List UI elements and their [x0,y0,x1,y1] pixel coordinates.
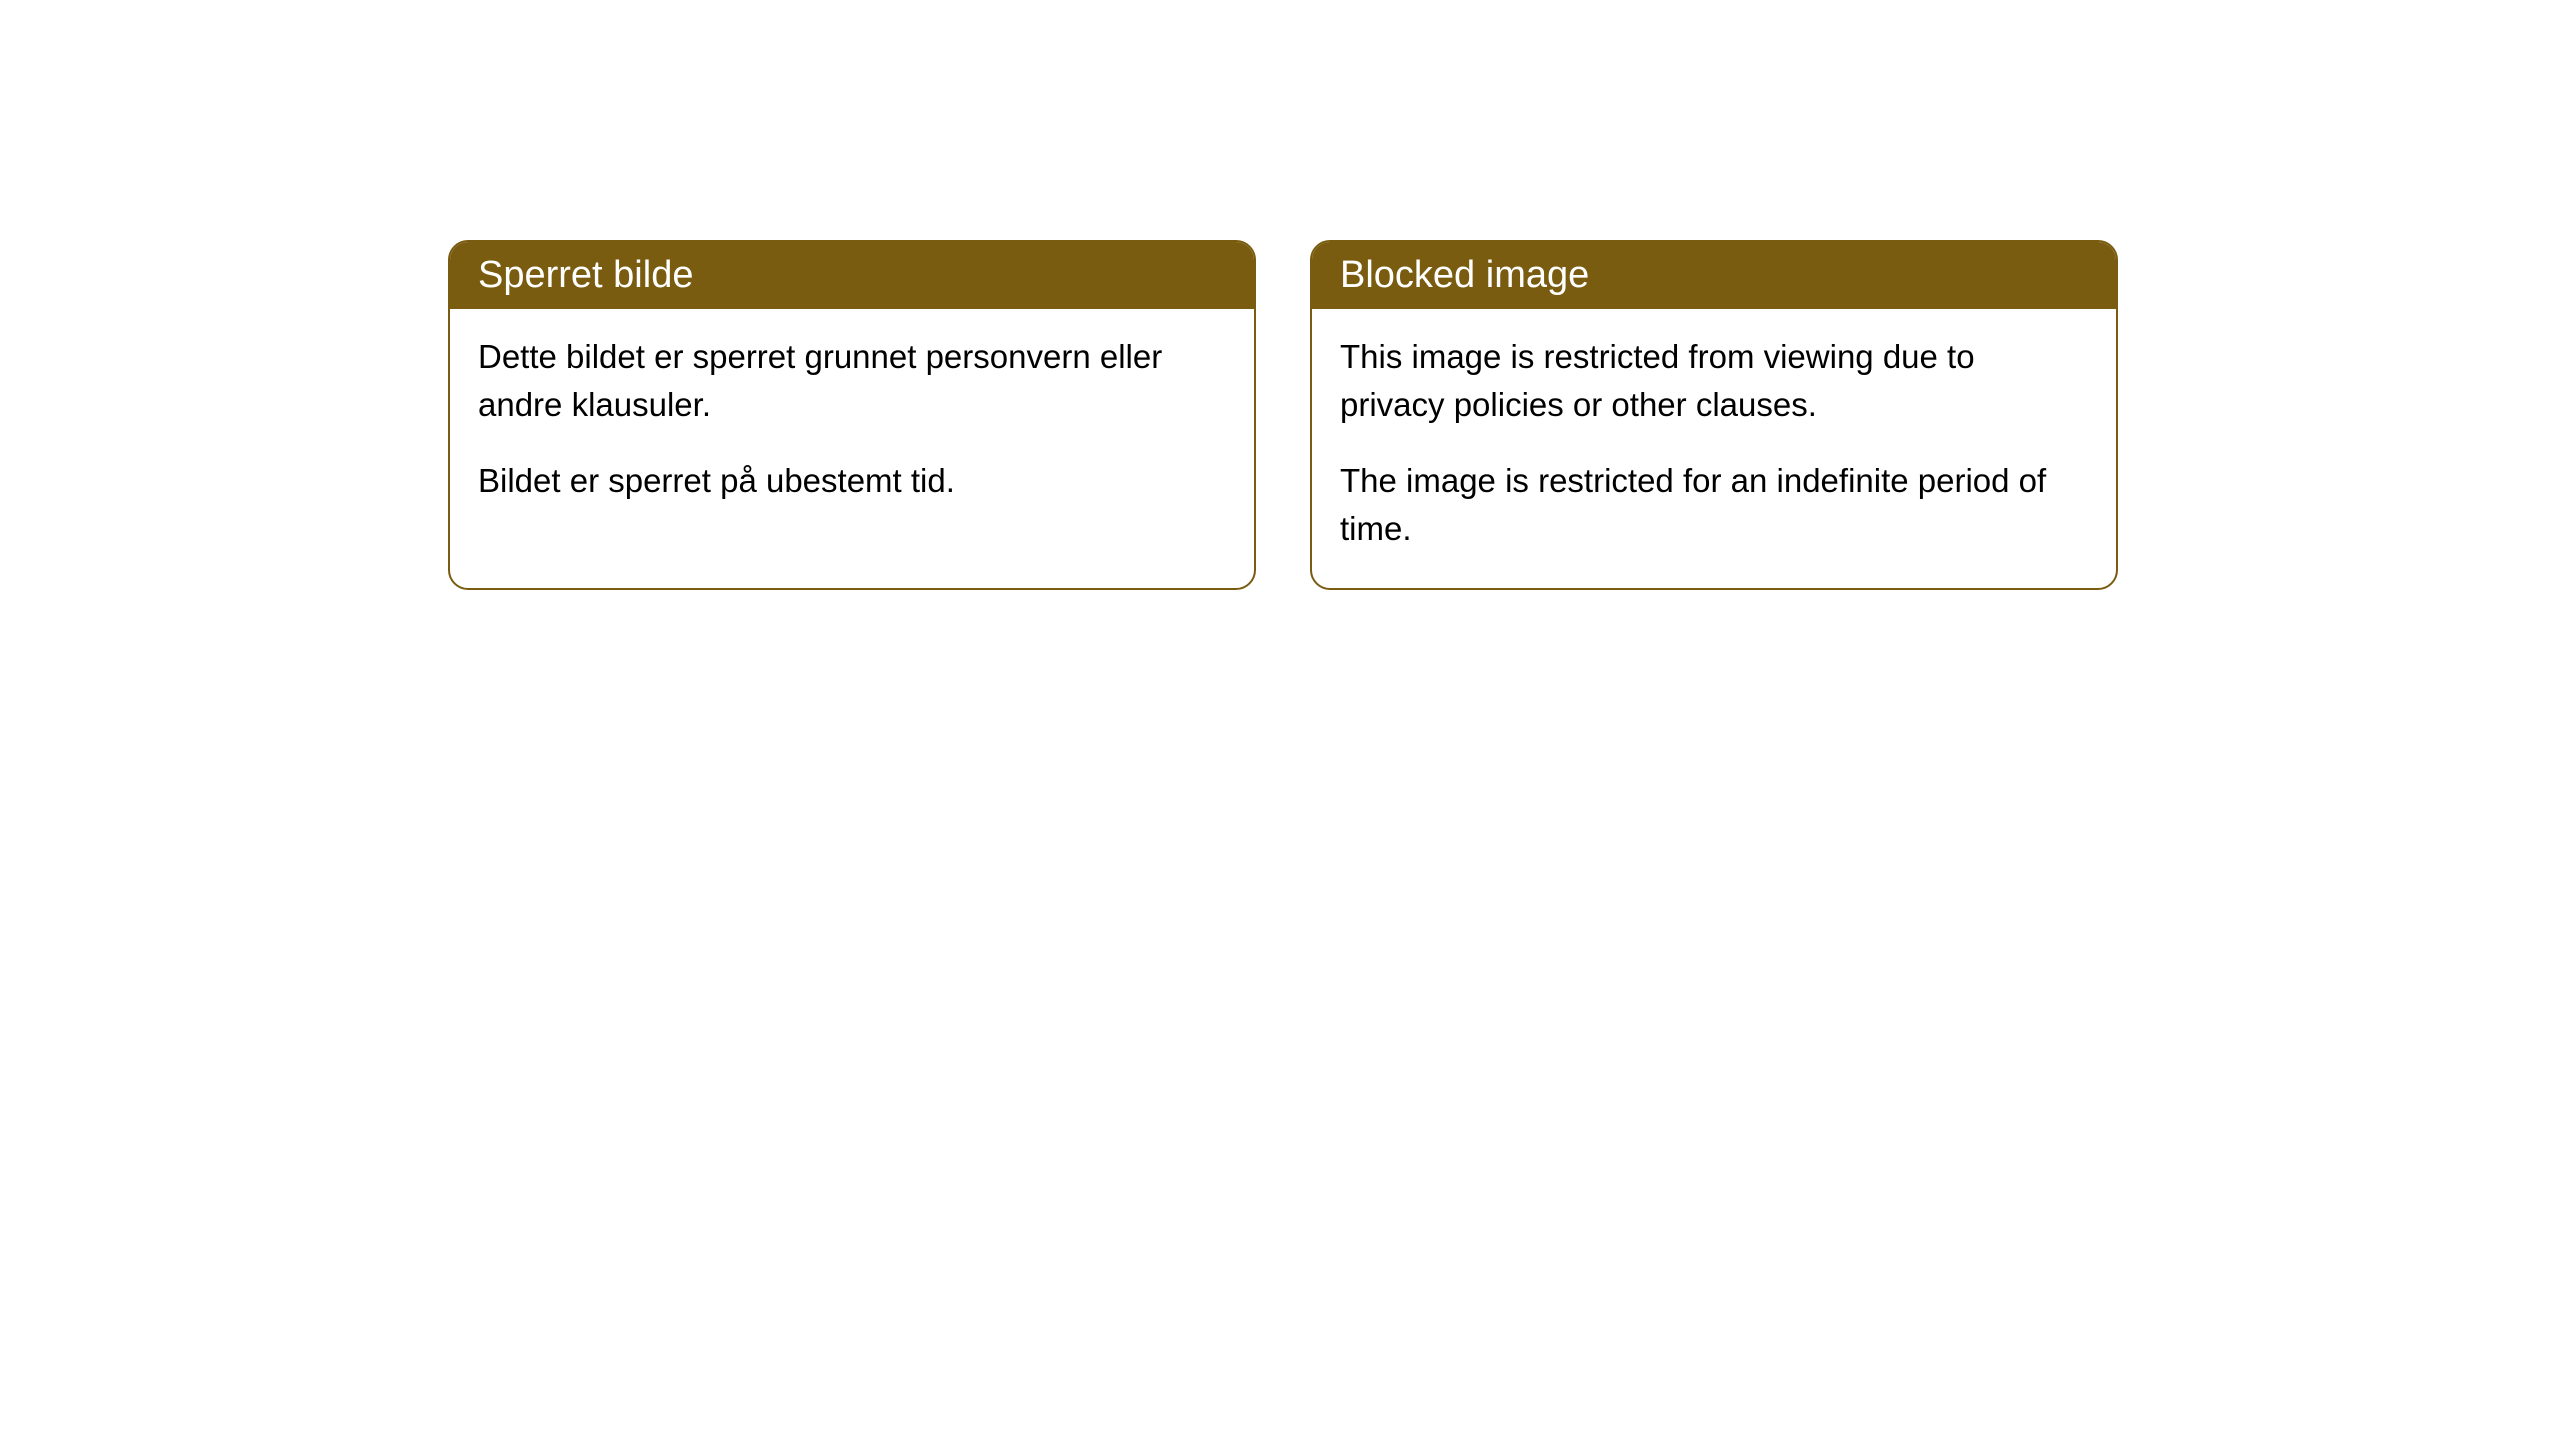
notice-header: Sperret bilde [450,242,1254,309]
notice-title: Sperret bilde [478,254,693,296]
notice-paragraph: This image is restricted from viewing du… [1340,333,2088,429]
notice-title: Blocked image [1340,254,1589,296]
notice-header: Blocked image [1312,242,2116,309]
notice-body: This image is restricted from viewing du… [1312,309,2116,588]
notice-paragraph: Bildet er sperret på ubestemt tid. [478,457,1226,505]
notice-body: Dette bildet er sperret grunnet personve… [450,309,1254,541]
notice-card-english: Blocked image This image is restricted f… [1310,240,2118,590]
notice-paragraph: The image is restricted for an indefinit… [1340,457,2088,553]
notice-card-norwegian: Sperret bilde Dette bildet er sperret gr… [448,240,1256,590]
notice-paragraph: Dette bildet er sperret grunnet personve… [478,333,1226,429]
notice-container: Sperret bilde Dette bildet er sperret gr… [0,0,2560,590]
